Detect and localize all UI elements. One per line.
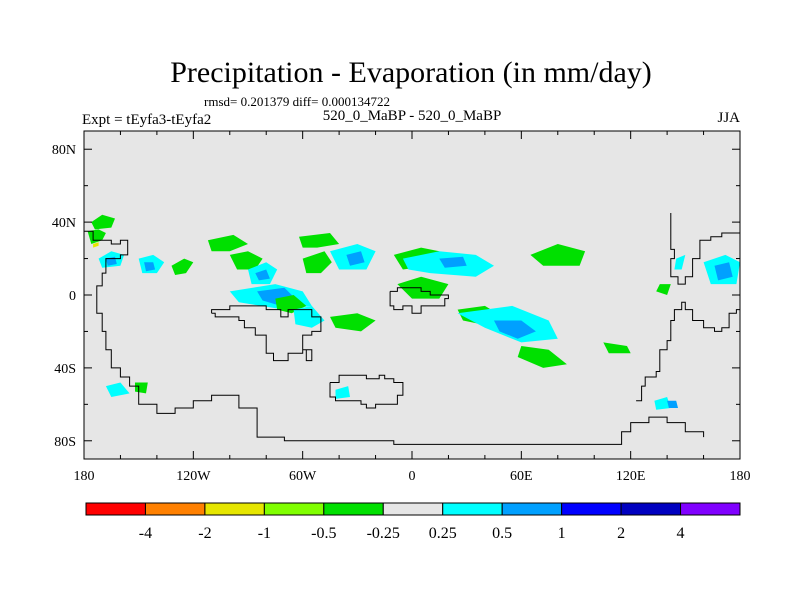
anomaly-region-8 (207, 234, 248, 252)
x-tick-label-4: 60E (510, 469, 533, 484)
anomaly-region-35 (105, 382, 130, 397)
colorbar-label-5: 0.25 (429, 525, 457, 542)
colorbar-swatch-9 (620, 502, 682, 516)
coastline-4 (636, 301, 741, 402)
anomaly-region-19 (530, 244, 586, 266)
anomaly-region-33 (714, 262, 733, 281)
colorbar-swatch-7 (501, 502, 563, 516)
colorbar-swatch-5 (382, 502, 444, 516)
y-tick-label-3: 40S (54, 362, 76, 377)
colorbar-label-4: -0.25 (367, 525, 400, 542)
colorbar-label-0: -4 (139, 525, 152, 542)
y-tick-label-0: 80N (52, 143, 76, 158)
anomaly-region-6 (144, 262, 156, 272)
y-tick-label-4: 80S (54, 435, 76, 450)
anomaly-region-7 (171, 258, 194, 275)
colorbar-label-7: 1 (558, 525, 566, 542)
anomaly-region-30 (603, 342, 631, 354)
coastline-0 (84, 230, 705, 445)
y-axis: 80N 40N 0 40S 80S (52, 143, 740, 450)
anomaly-regions (87, 214, 740, 410)
colorbar-label-2: -1 (258, 525, 271, 542)
coastline-1 (211, 305, 322, 362)
colorbar-label-3: -0.5 (311, 525, 336, 542)
colorbar-label-9: 4 (677, 525, 685, 542)
chart-subtitle: rmsd= 0.201379 diff= 0.000134722 (204, 94, 390, 109)
y-tick-label-1: 40N (52, 216, 76, 231)
x-tick-label-0: 180 (74, 469, 95, 484)
x-tick-label-1: 120W (176, 469, 211, 484)
colorbar-swatch-6 (442, 502, 503, 516)
colorbar-label-6: 0.5 (492, 525, 512, 542)
x-tick-label-3: 0 (409, 469, 416, 484)
colorbar-swatch-2 (204, 502, 265, 516)
anomaly-region-13 (302, 251, 332, 274)
colorbar-swatch-4 (323, 502, 384, 516)
coastline-5 (670, 213, 741, 285)
map-plot (83, 130, 741, 460)
anomaly-region-39 (667, 400, 678, 408)
anomaly-region-29 (517, 346, 567, 368)
chart-title: Precipitation - Evaporation (in mm/day) (170, 56, 652, 89)
anomaly-region-0 (91, 214, 115, 230)
anomaly-region-28 (494, 320, 536, 339)
colorbar-swatch-0 (85, 502, 146, 516)
anomaly-region-38 (654, 397, 671, 410)
anomaly-region-11 (255, 269, 270, 281)
center-label: 520_0_MaBP - 520_0_MaBP (323, 108, 502, 124)
right-label: JJA (717, 110, 740, 126)
anomaly-region-18 (439, 256, 467, 268)
coastlines (84, 213, 741, 445)
colorbar-swatch-1 (144, 502, 206, 516)
y-tick-label-2: 0 (69, 289, 76, 304)
colorbar: -4 -2 -1 -0.5 -0.25 0.25 0.5 1 2 4 (85, 502, 741, 542)
anomaly-region-31 (674, 254, 686, 270)
x-tick-label-6: 180 (730, 469, 751, 484)
left-label: Expt = tEyfa3-tEyfa2 (82, 112, 211, 128)
x-axis: 180 120W 60W 0 60E 120E 180 (74, 131, 751, 484)
anomaly-region-2 (93, 242, 99, 248)
x-tick-label-2: 60W (289, 469, 317, 484)
colorbar-swatch-8 (561, 502, 622, 516)
anomaly-region-24 (330, 313, 376, 332)
colorbar-label-1: -2 (198, 525, 211, 542)
coastline-3 (389, 287, 449, 314)
anomaly-region-25 (397, 276, 449, 299)
colorbar-swatch-3 (263, 502, 325, 516)
anomaly-region-34 (656, 284, 671, 295)
anomaly-region-12 (299, 233, 340, 248)
x-tick-label-5: 120E (616, 469, 646, 484)
anomaly-region-37 (335, 386, 350, 399)
coastline-2 (329, 374, 404, 409)
anomaly-region-9 (229, 251, 263, 270)
anomaly-region-36 (135, 382, 148, 394)
colorbar-swatch-10 (680, 502, 741, 516)
anomaly-region-23 (293, 305, 325, 328)
colorbar-label-8: 2 (617, 525, 625, 542)
anomaly-region-15 (346, 251, 365, 266)
